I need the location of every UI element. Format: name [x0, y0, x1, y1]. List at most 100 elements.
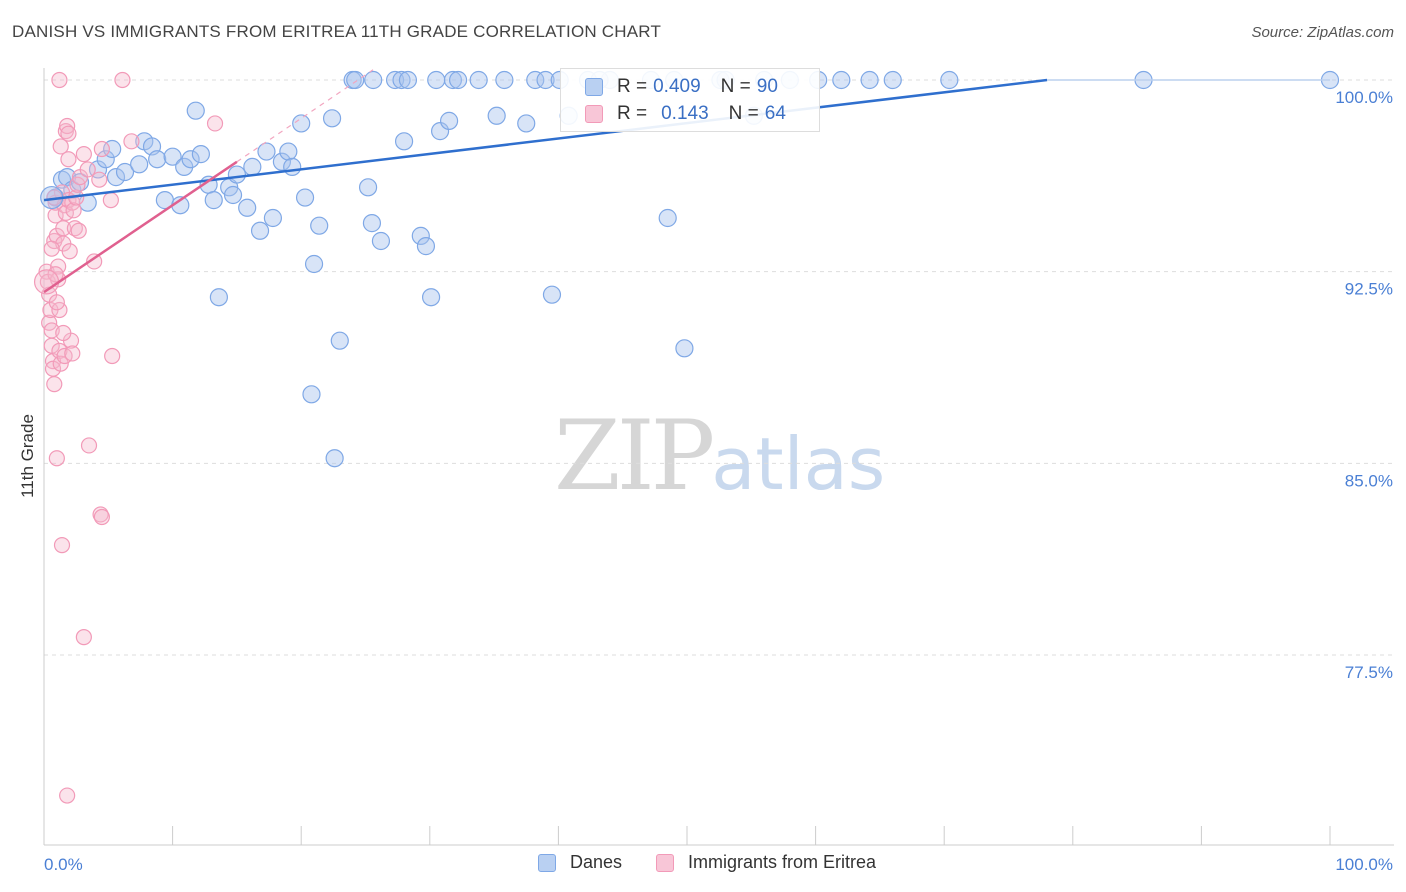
- eritrea-point: [114, 71, 131, 89]
- eritrea-point: [48, 450, 65, 467]
- danes-point: [517, 114, 536, 133]
- eritrea-point: [86, 253, 103, 270]
- legend-label-danes: Danes: [570, 852, 623, 872]
- eritrea-point: [55, 324, 72, 342]
- danes-legend-swatch: [538, 853, 556, 872]
- eritrea-point: [43, 240, 60, 257]
- legend-item-eritrea[interactable]: Immigrants from Eritrea: [656, 852, 876, 873]
- y-tick-label: 100.0%: [1335, 88, 1393, 107]
- eritrea-point: [102, 192, 119, 209]
- legend-item-danes[interactable]: Danes: [538, 852, 622, 873]
- r-value: 0.143: [661, 103, 709, 124]
- stats-row-eritrea: R = 0.143 N = 64: [585, 101, 786, 127]
- danes-point: [304, 254, 324, 274]
- danes-point: [536, 70, 555, 90]
- watermark: ZIPatlas: [554, 400, 885, 512]
- danes-point: [292, 114, 311, 133]
- eritrea-point: [60, 151, 77, 168]
- eritrea-point: [48, 294, 65, 311]
- danes-point: [469, 70, 488, 90]
- danes-point: [148, 150, 167, 169]
- eritrea-point: [70, 222, 87, 239]
- danes-point: [448, 70, 468, 90]
- eritrea-point: [75, 146, 92, 163]
- danes-point: [223, 185, 243, 205]
- eritrea-point: [93, 508, 110, 526]
- eritrea-legend-swatch: [656, 853, 674, 872]
- n-label: N =: [720, 76, 751, 97]
- danes-point: [860, 70, 879, 90]
- eritrea-point: [64, 345, 81, 362]
- eritrea-point: [91, 171, 108, 188]
- danes-point: [186, 101, 205, 120]
- danes-point: [385, 70, 405, 90]
- y-tick-label: 77.5%: [1345, 663, 1393, 682]
- chart-title: DANISH VS IMMIGRANTS FROM ERITREA 11TH G…: [12, 22, 662, 41]
- danes-point: [658, 208, 677, 228]
- trend-layer: [43, 69, 1330, 294]
- danes-point: [283, 157, 302, 176]
- source-label: Source: ZipAtlas.com: [1251, 24, 1394, 41]
- danes-point: [250, 221, 270, 240]
- y-tick-label: 85.0%: [1345, 471, 1393, 490]
- danes-point: [358, 178, 378, 197]
- danes-point: [392, 70, 411, 90]
- danes-point: [443, 70, 463, 90]
- y-axis-label: 11th Grade: [18, 414, 37, 498]
- danes-point: [209, 288, 228, 307]
- n-value: 64: [764, 103, 786, 124]
- danes-point: [310, 216, 329, 235]
- axis-layer: [43, 68, 1394, 846]
- danes-point: [238, 198, 257, 217]
- danes-point: [416, 237, 436, 256]
- danes-point: [191, 145, 210, 164]
- danes-swatch: [585, 78, 603, 96]
- n-label: N =: [728, 103, 759, 124]
- danes-point: [325, 449, 344, 468]
- danes-point: [279, 142, 298, 161]
- danes-trend-line: [43, 78, 1048, 202]
- danes-point: [364, 70, 383, 90]
- danes-point: [106, 168, 126, 187]
- danes-point: [421, 288, 441, 307]
- y-tick-label: 92.5%: [1345, 280, 1393, 299]
- stats-row-danes: R = 0.409 N = 90: [585, 74, 778, 100]
- eritrea-point: [51, 71, 68, 89]
- danes-point: [487, 106, 506, 125]
- danes-point: [243, 157, 262, 176]
- danes-point: [394, 132, 414, 151]
- danes-point: [411, 226, 430, 245]
- danes-point: [439, 111, 459, 130]
- r-value: 0.409: [653, 76, 701, 97]
- danes-point: [542, 285, 562, 304]
- danes-point: [295, 188, 315, 207]
- danes-point: [832, 70, 851, 90]
- eritrea-swatch: [585, 105, 603, 123]
- danes-point: [430, 122, 450, 141]
- danes-point: [115, 162, 135, 182]
- eritrea-point: [123, 133, 140, 150]
- eritrea-point: [75, 629, 92, 646]
- eritrea-point: [60, 125, 77, 142]
- watermark-atlas: atlas: [711, 422, 886, 506]
- eritrea-point: [206, 115, 224, 132]
- danes-point: [362, 214, 382, 233]
- danes-point: [322, 109, 342, 128]
- points-layer: [33, 70, 1340, 804]
- bottom-legend: Danes Immigrants from Eritrea: [0, 852, 1406, 878]
- danes-point: [940, 70, 959, 90]
- eritrea-point: [52, 138, 69, 155]
- eritrea-point: [46, 376, 63, 393]
- eritrea-point: [93, 140, 110, 158]
- danes-point: [263, 208, 283, 228]
- watermark-zip: ZIP: [554, 400, 715, 512]
- danes-point: [495, 70, 514, 90]
- danes-point: [181, 150, 200, 169]
- legend-label-eritrea: Immigrants from Eritrea: [688, 852, 877, 872]
- danes-point: [526, 70, 545, 90]
- danes-point: [302, 385, 321, 404]
- danes-point: [227, 165, 246, 184]
- stats-legend: R = 0.409 N = 90 R = 0.143 N = 64: [560, 68, 820, 132]
- r-label: R =: [617, 76, 648, 97]
